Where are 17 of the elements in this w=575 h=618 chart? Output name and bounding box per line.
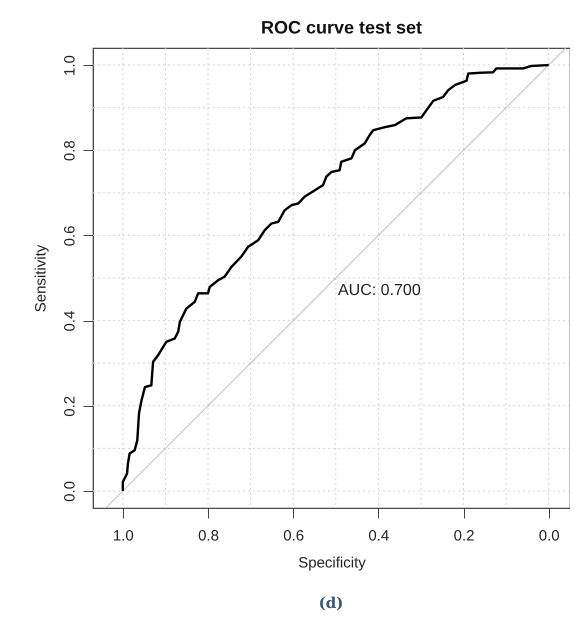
x-tick-label: 0.8 <box>198 528 219 544</box>
chart-title: ROC curve test set <box>260 18 422 38</box>
y-tick-label: 1.0 <box>62 55 78 76</box>
x-tick-label: 0.2 <box>454 528 474 544</box>
y-tick-label: 0.6 <box>62 225 78 246</box>
x-axis-title: Specificity <box>298 554 366 572</box>
x-tick-label: 0.4 <box>368 528 390 544</box>
y-tick-label: 0.8 <box>62 140 78 162</box>
text: (d) <box>318 594 344 612</box>
annotation: AUC: 0.700 <box>338 282 421 299</box>
y-tick-label: 0.2 <box>62 396 78 417</box>
y-axis-title: Sensitivity <box>32 244 50 312</box>
x-tick-label: 1.0 <box>112 528 134 544</box>
y-tick-label: 0.4 <box>62 310 78 332</box>
y-tick-label: 0.0 <box>62 481 78 502</box>
x-tick-label: 0.6 <box>283 528 304 544</box>
x-tick-label: 0.0 <box>538 528 560 544</box>
